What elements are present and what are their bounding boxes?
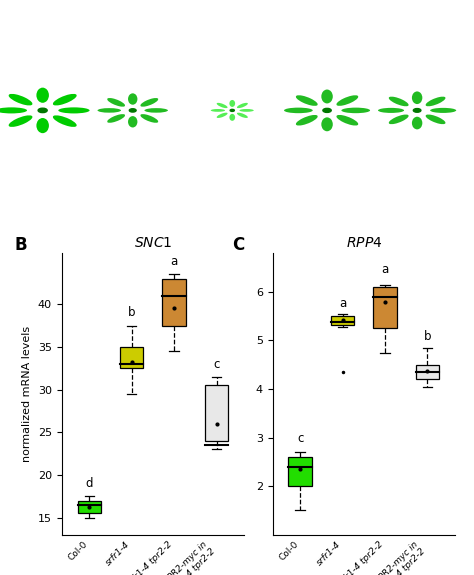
Ellipse shape [389,97,409,106]
Ellipse shape [9,116,32,127]
Ellipse shape [239,109,254,112]
Ellipse shape [140,114,158,123]
Circle shape [230,109,234,112]
Ellipse shape [412,91,422,104]
Ellipse shape [378,108,404,113]
Ellipse shape [337,95,358,106]
Ellipse shape [36,118,49,133]
Text: line 1226: line 1226 [304,211,350,221]
Ellipse shape [53,94,77,105]
Bar [374,287,397,328]
Ellipse shape [229,100,235,107]
Ellipse shape [229,114,235,121]
Text: in: in [358,9,374,19]
Bar [331,316,354,325]
Y-axis label: normalized mRNA levels: normalized mRNA levels [22,326,32,462]
Ellipse shape [341,108,370,113]
Ellipse shape [140,98,158,107]
Text: line 1435: line 1435 [394,211,440,221]
Bar [78,501,101,513]
Text: c: c [297,432,303,445]
Text: c: c [213,358,220,371]
Text: a: a [382,263,389,277]
Ellipse shape [58,108,90,113]
Text: b: b [128,306,136,319]
Title: $\mathit{SNC1}$: $\mathit{SNC1}$ [134,236,172,251]
Circle shape [38,108,47,113]
Ellipse shape [217,103,228,108]
Text: srfr1-4 tpr2-2: srfr1-4 tpr2-2 [384,9,454,19]
Bar [416,365,439,380]
Ellipse shape [217,113,228,118]
Ellipse shape [426,97,446,106]
Text: srfr1-4
tpr2-2: srfr1-4 tpr2-2 [216,199,248,221]
Text: Col-0: Col-0 [30,211,55,221]
Ellipse shape [296,115,318,125]
Ellipse shape [211,109,225,112]
Ellipse shape [237,113,248,118]
Text: d: d [85,477,93,490]
Bar [163,279,186,325]
Circle shape [323,108,331,113]
Text: C: C [232,236,245,254]
Ellipse shape [430,108,456,113]
Text: A: A [9,9,21,24]
Ellipse shape [237,103,248,108]
Bar [120,347,143,368]
Ellipse shape [321,117,333,131]
Ellipse shape [412,117,422,129]
Text: TPR2-myc: TPR2-myc [284,9,337,19]
Ellipse shape [321,90,333,104]
Ellipse shape [9,94,32,105]
Ellipse shape [53,116,77,127]
Ellipse shape [98,108,121,113]
Ellipse shape [107,98,125,107]
Ellipse shape [0,108,27,113]
Ellipse shape [337,115,358,125]
Text: B: B [14,236,27,254]
Ellipse shape [389,114,409,124]
Ellipse shape [107,114,125,123]
Title: $\mathit{RPP4}$: $\mathit{RPP4}$ [346,236,382,251]
Bar [289,457,312,486]
Text: b: b [424,330,431,343]
Ellipse shape [284,108,313,113]
Ellipse shape [36,87,49,103]
Bar [205,385,228,441]
Ellipse shape [128,93,137,105]
Circle shape [413,109,421,112]
Ellipse shape [128,116,137,128]
Circle shape [129,109,136,112]
Ellipse shape [296,95,318,106]
Text: a: a [339,297,346,311]
Ellipse shape [426,114,446,124]
Ellipse shape [145,108,168,113]
Text: a: a [171,255,178,269]
Text: srfr1-4: srfr1-4 [117,211,149,221]
